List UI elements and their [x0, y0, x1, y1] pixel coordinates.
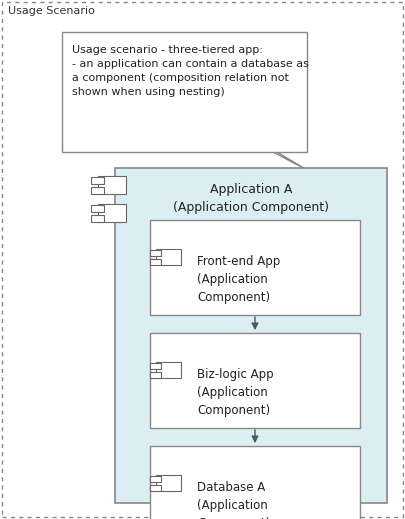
Polygon shape: [273, 152, 307, 170]
Bar: [150, 372, 162, 378]
Text: Application A
(Application Component): Application A (Application Component): [173, 183, 329, 214]
Bar: [150, 446, 360, 519]
Bar: [150, 485, 162, 491]
Bar: [150, 476, 162, 482]
Bar: [150, 259, 162, 265]
Bar: [62, 32, 307, 152]
Text: Biz-logic App
(Application
Component): Biz-logic App (Application Component): [197, 368, 274, 417]
Text: Front-end App
(Application
Component): Front-end App (Application Component): [197, 255, 280, 304]
Text: Database A
(Application
Component): Database A (Application Component): [197, 481, 270, 519]
Bar: [91, 205, 104, 212]
Bar: [150, 333, 360, 428]
Text: Usage scenario - three-tiered app:
- an application can contain a database as
a : Usage scenario - three-tiered app: - an …: [72, 45, 309, 97]
Bar: [91, 187, 104, 194]
Bar: [91, 215, 104, 222]
Bar: [115, 168, 387, 503]
Text: Usage Scenario: Usage Scenario: [8, 6, 95, 16]
Bar: [156, 475, 181, 491]
Bar: [98, 176, 126, 194]
Bar: [150, 250, 162, 256]
Bar: [98, 204, 126, 222]
Bar: [150, 220, 360, 315]
Bar: [91, 177, 104, 184]
Bar: [156, 249, 181, 265]
Bar: [150, 363, 162, 369]
Bar: [156, 362, 181, 378]
